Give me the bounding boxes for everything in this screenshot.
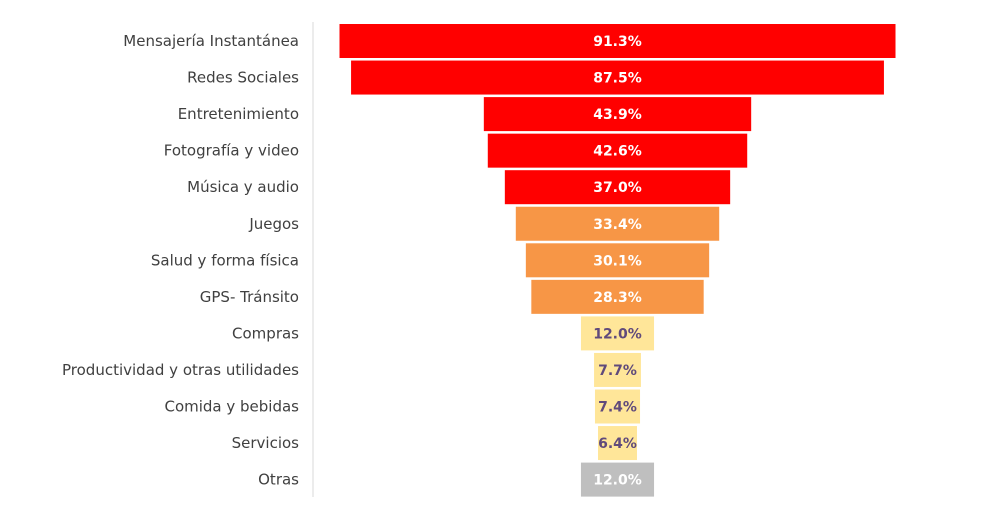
funnel-bar [504, 170, 731, 205]
value-labels: 91.3% 87.5% 43.9% 42.6% 37.0% 33.4% 30.1% 28.3%… [593, 34, 642, 489]
data-label: 37.0% [593, 180, 642, 196]
funnel-bar [598, 426, 637, 461]
category-label: Mensajería Instantánea [123, 32, 299, 50]
funnel-bar [339, 24, 896, 58]
category-label: Salud y forma física [151, 251, 299, 269]
category-labels: Mensajería Instantánea Redes Sociales Entr… [62, 32, 299, 489]
data-label: 43.9% [593, 107, 642, 123]
funnel-bar [580, 316, 655, 351]
category-label: Compras [232, 324, 299, 342]
data-label: 12.0% [593, 473, 642, 489]
funnel-bar [525, 243, 710, 278]
funnel-bars [339, 24, 896, 497]
data-label: 87.5% [593, 71, 642, 87]
category-label: Comida y bebidas [164, 398, 299, 416]
category-label: Servicios [232, 434, 300, 452]
funnel-bar [351, 60, 884, 95]
funnel-bar [594, 389, 641, 424]
category-label: Productividad y otras utilidades [62, 361, 299, 379]
data-label: 42.6% [593, 144, 642, 160]
category-label: Redes Sociales [187, 69, 299, 87]
funnel-bar [531, 279, 704, 314]
category-label: Fotografía y video [164, 142, 299, 160]
funnel-bar [483, 97, 752, 132]
data-label: 12.0% [593, 326, 642, 342]
funnel-bar [580, 462, 655, 497]
data-label: 6.4% [598, 436, 637, 452]
data-label: 7.7% [598, 363, 637, 379]
funnel-bar [594, 352, 641, 387]
funnel-bar [487, 133, 748, 168]
category-label: Juegos [248, 215, 299, 233]
data-label: 7.4% [598, 400, 637, 416]
funnel-bar [515, 206, 720, 241]
category-label: GPS- Tránsito [200, 288, 299, 306]
data-label: 28.3% [593, 290, 642, 306]
data-label: 33.4% [593, 217, 642, 233]
data-label: 91.3% [593, 34, 642, 50]
category-label: Entretenimiento [178, 105, 299, 123]
data-label: 30.1% [593, 253, 642, 269]
category-label: Otras [258, 471, 299, 489]
category-label: Música y audio [187, 178, 299, 196]
